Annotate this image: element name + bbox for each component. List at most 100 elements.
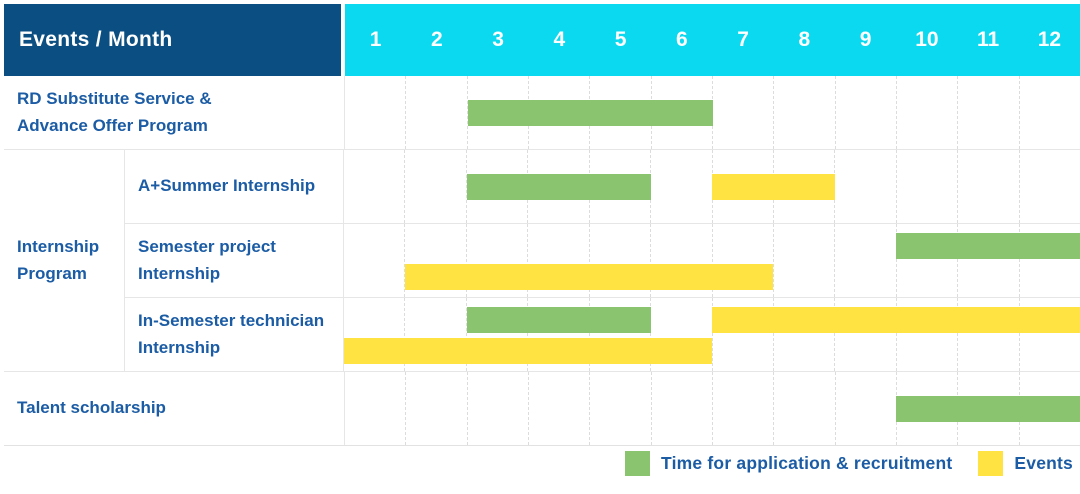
grid-column bbox=[835, 224, 897, 297]
grid-column bbox=[651, 224, 713, 297]
group-label: Internship Program bbox=[4, 150, 125, 371]
grid-column bbox=[958, 298, 1020, 371]
bar-application bbox=[896, 395, 1080, 422]
grid-column bbox=[774, 76, 836, 149]
grid-column bbox=[467, 224, 529, 297]
group-rows: A+Summer Internship Semester project Inte… bbox=[125, 150, 1080, 371]
row-label: Semester project Internship bbox=[125, 224, 344, 297]
grid-column bbox=[1020, 76, 1080, 149]
month-header-1: 1 bbox=[369, 28, 382, 51]
table-row: A+Summer Internship bbox=[125, 150, 1080, 223]
grid-column bbox=[713, 76, 775, 149]
bar-event bbox=[712, 173, 835, 200]
bar-event bbox=[712, 307, 1080, 333]
legend-swatch-event bbox=[978, 451, 1004, 476]
legend-label: Events bbox=[1014, 453, 1073, 473]
month-header-5: 5 bbox=[614, 28, 627, 51]
grid-column bbox=[958, 150, 1020, 223]
grid-column bbox=[836, 76, 897, 149]
row-chart bbox=[345, 372, 1080, 445]
table-row: Semester project Internship bbox=[125, 223, 1080, 297]
month-header-8: 8 bbox=[798, 28, 811, 51]
month-header-6: 6 bbox=[676, 28, 688, 51]
table-row: RD Substitute Service & Advance Offer Pr… bbox=[4, 76, 1080, 149]
grid-column bbox=[344, 150, 406, 223]
month-header-12: 12 bbox=[1037, 28, 1062, 51]
row-label: RD Substitute Service & Advance Offer Pr… bbox=[4, 76, 345, 149]
grid-column bbox=[774, 150, 836, 223]
grid-column bbox=[529, 372, 591, 445]
grid-column bbox=[652, 372, 713, 445]
row-chart bbox=[344, 298, 1080, 371]
grid-column bbox=[958, 224, 1020, 297]
grid-column bbox=[590, 224, 652, 297]
grid-column bbox=[468, 372, 529, 445]
grid-column bbox=[774, 224, 836, 297]
grid-column bbox=[405, 224, 467, 297]
row-label: A+Summer Internship bbox=[125, 150, 344, 223]
legend-swatch-application bbox=[625, 451, 651, 476]
bar-event bbox=[344, 338, 712, 364]
month-header-10: 10 bbox=[915, 28, 939, 51]
table-row: In-Semester technician Internship bbox=[125, 297, 1080, 371]
grid-column bbox=[897, 150, 959, 223]
row-group: Internship Program A+Summer Internship Sem… bbox=[4, 149, 1080, 371]
grid-column bbox=[406, 76, 468, 149]
month-header-2: 2 bbox=[431, 28, 443, 51]
legend-label: Time for application & recruitment bbox=[661, 453, 953, 473]
grid-column bbox=[713, 224, 774, 297]
grid-column bbox=[713, 298, 774, 371]
row-chart bbox=[344, 224, 1080, 297]
row-label-text: Talent scholarship bbox=[17, 398, 166, 418]
grid-column bbox=[345, 372, 407, 445]
grid-column bbox=[836, 372, 897, 445]
month-header-3: 3 bbox=[492, 28, 504, 51]
month-grid bbox=[344, 298, 1080, 371]
month-header-9: 9 bbox=[859, 28, 872, 51]
grid-column bbox=[774, 372, 836, 445]
bar-application bbox=[467, 99, 713, 126]
grid-column bbox=[406, 372, 468, 445]
row-label-text: Semester project Internship bbox=[138, 237, 276, 283]
grid-column bbox=[897, 76, 959, 149]
bar-event bbox=[405, 264, 774, 290]
events-month-title: Events / Month bbox=[4, 4, 341, 76]
grid-column bbox=[345, 76, 407, 149]
grid-column bbox=[897, 298, 959, 371]
grid-column bbox=[590, 372, 652, 445]
bar-application bbox=[466, 307, 651, 333]
grid-column bbox=[405, 150, 467, 223]
legend-item: Time for application & recruitment bbox=[625, 451, 952, 476]
row-label: In-Semester technician Internship bbox=[125, 298, 344, 371]
month-header-11: 11 bbox=[977, 28, 1000, 51]
table-header-row: Events / Month 1 2 3 4 5 6 7 8 9 10 11 12 bbox=[4, 4, 1080, 76]
row-label: Talent scholarship bbox=[4, 372, 345, 445]
table-row: Talent scholarship bbox=[4, 371, 1080, 445]
grid-column bbox=[774, 298, 836, 371]
legend-item: Events bbox=[978, 451, 1073, 476]
grid-column bbox=[344, 224, 406, 297]
month-header-7: 7 bbox=[737, 28, 749, 51]
grid-column bbox=[835, 298, 897, 371]
legend: Time for application & recruitment Events bbox=[625, 451, 1073, 476]
grid-column bbox=[528, 298, 590, 371]
grid-column bbox=[651, 298, 713, 371]
group-label-text: Internship Program bbox=[17, 237, 100, 283]
month-header-strip: 1 2 3 4 5 6 7 8 9 10 11 12 bbox=[345, 4, 1080, 76]
month-header-4: 4 bbox=[553, 28, 566, 51]
grid-column bbox=[897, 224, 959, 297]
row-label-text: RD Substitute Service & Advance Offer Pr… bbox=[17, 89, 212, 135]
events-gantt-table: Events / Month 1 2 3 4 5 6 7 8 9 10 11 12 RD Substi… bbox=[4, 4, 1080, 446]
grid-column bbox=[651, 150, 713, 223]
grid-column bbox=[344, 298, 406, 371]
grid-column bbox=[1020, 150, 1080, 223]
row-chart bbox=[345, 76, 1080, 149]
table-body: RD Substitute Service & Advance Offer Pr… bbox=[4, 76, 1080, 445]
bar-application bbox=[896, 233, 1080, 259]
grid-column bbox=[528, 224, 590, 297]
grid-column bbox=[835, 150, 897, 223]
grid-column bbox=[590, 298, 652, 371]
row-label-text: A+Summer Internship bbox=[138, 176, 316, 196]
bar-application bbox=[466, 173, 651, 200]
month-grid bbox=[344, 224, 1080, 297]
